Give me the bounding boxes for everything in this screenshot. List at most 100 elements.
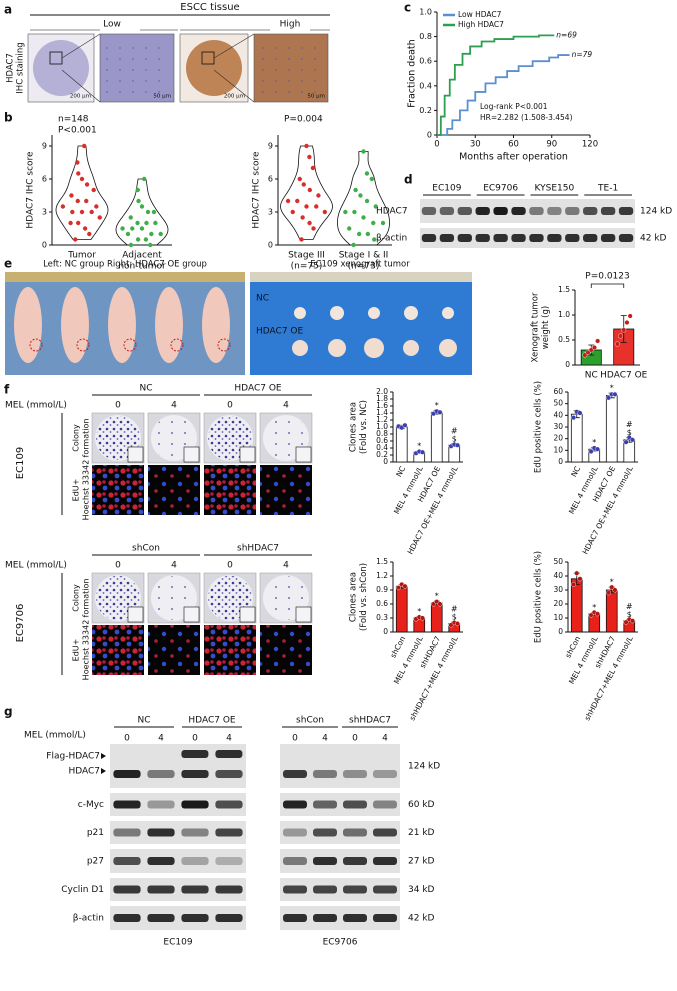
band [343,800,367,809]
y-axis-label: Clones area [349,572,359,622]
row-label: Hoechst 33342 [82,620,91,681]
y-tick-label: 50 [553,399,563,408]
photo-title: Left: NC group Right: HDAC7 OE group [43,260,207,270]
scale-bar: 50 μm [307,94,325,100]
data-point [148,242,153,248]
tumor [328,339,346,357]
data-point [76,171,81,176]
dose-label: 0 [115,561,121,571]
blot-size-label: 34 kD [408,885,435,895]
data-point [304,204,309,209]
dose-label: 0 [124,734,130,744]
data-point [97,215,102,220]
data-point [419,449,425,455]
data-point [380,220,386,226]
data-point [304,143,309,149]
group-label: shHDAC7 [237,544,279,554]
x-tick-label: Adjacent [122,251,162,261]
violin [337,151,390,246]
data-point [314,204,319,209]
data-point [372,237,377,242]
band [215,800,243,809]
band [343,770,367,778]
data-point [141,176,147,182]
data-point [60,204,66,209]
tumor [368,307,380,319]
y-tick-label: 0.6 [376,599,388,608]
cell-line-label: KYSE150 [535,184,575,194]
y-tick-label: 3 [42,208,47,217]
panel-letter: b [4,111,13,125]
blot [110,821,246,844]
group-label: HDAC7 OE [234,384,281,394]
cell-line-label: EC9706 [323,938,358,948]
data-point [361,149,366,154]
cell-line-label: EC109 [163,938,192,948]
tumor-mark [217,338,231,352]
mouse [108,287,136,363]
y-tick-label: 0 [268,241,273,250]
y-tick-label: 0.2 [419,106,432,115]
tumor-mark [170,338,184,352]
x-tick-label: 120 [582,140,598,150]
data-point [621,327,627,333]
y-tick-label: 0 [558,627,563,636]
cell-line-label: EC109 [15,447,26,479]
y-tick-label: 0 [42,241,47,250]
data-point [82,226,88,231]
dose-label: MEL (mmol/L) [24,731,86,741]
y-tick-label: 60 [553,387,563,396]
row-label: Colony [72,424,81,452]
data-point [623,439,629,445]
data-point [322,209,328,215]
band [215,770,243,778]
data-point [571,415,577,421]
data-point [352,209,357,215]
scale-bar: 200 μm [70,94,91,100]
blot-row-label: β-actin [376,234,407,244]
mouse [155,287,183,363]
band [547,234,562,242]
band [373,885,397,894]
bar [605,395,618,463]
data-point [68,220,73,226]
significance-mark: # [451,426,458,435]
data-point [143,237,149,242]
y-tick-label: 0 [427,131,432,140]
band [511,234,526,242]
y-tick-label: 50 [553,557,563,566]
edu-cells [92,465,144,515]
data-point [437,601,443,607]
data-point [145,209,151,215]
band [215,857,243,865]
x-tick-label: (n=73) [348,262,380,272]
km-curve [437,34,555,136]
significance-mark: $ [452,434,457,443]
dose-label: 0 [115,401,121,411]
data-point [151,209,157,215]
data-point [402,422,408,428]
y-tick-label: 10 [553,445,563,454]
data-point [577,576,583,582]
panel-letter: a [4,3,12,17]
data-point [624,320,630,326]
band [283,885,307,894]
band [439,207,455,215]
edu-cells [204,625,256,675]
series-label: n=79 [572,50,593,59]
band [313,857,337,865]
zoom-texture [104,38,170,98]
y-axis-label: Fraction death [407,39,418,107]
data-point [139,204,145,209]
data-point [75,220,81,226]
band [147,857,175,865]
data-point [358,193,363,198]
violin [55,145,109,240]
tumor [292,340,308,356]
band [283,770,307,778]
tumor-row-label: NC [256,294,269,304]
blot [420,199,635,223]
group-label: shCon [296,716,324,726]
data-point [144,220,149,226]
y-tick-label: 0 [383,627,388,636]
